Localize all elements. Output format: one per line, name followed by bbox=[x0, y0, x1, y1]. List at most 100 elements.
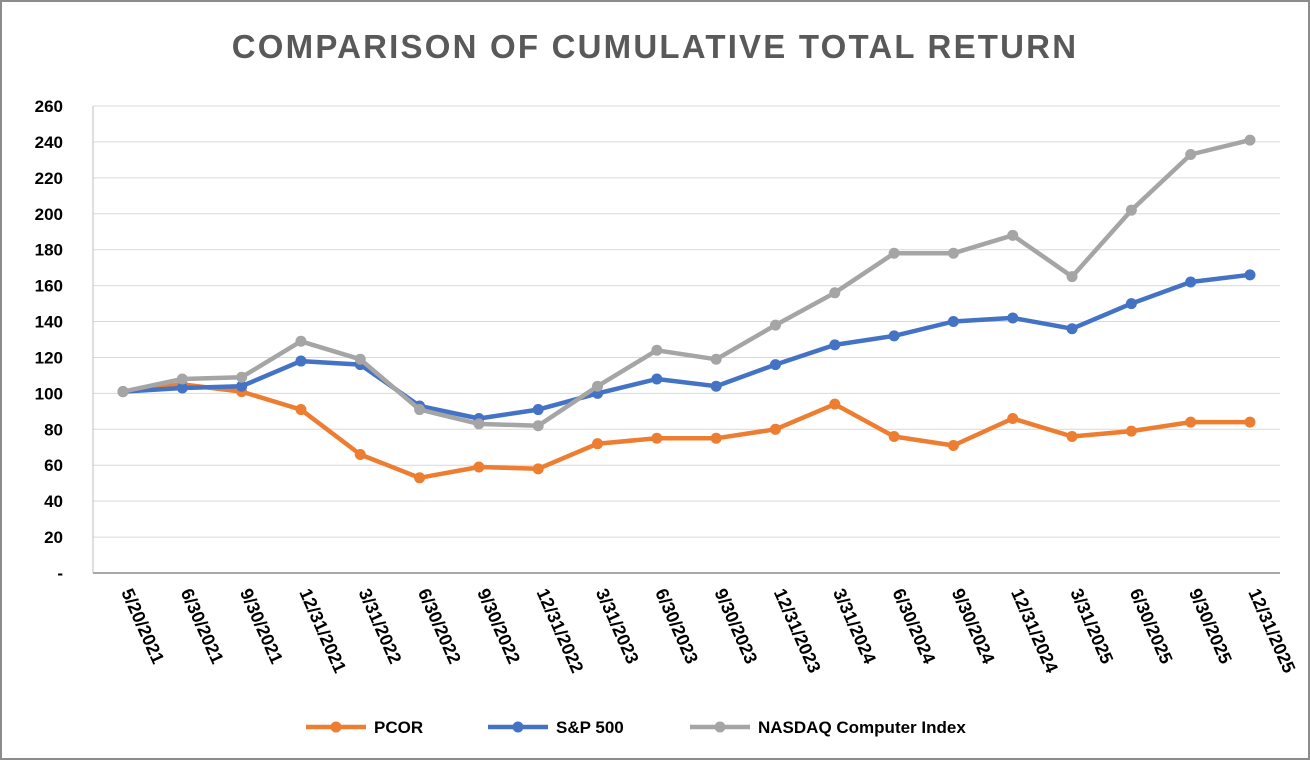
data-point bbox=[829, 287, 841, 299]
y-tick-label: 160 bbox=[35, 277, 63, 296]
data-point bbox=[236, 380, 248, 392]
x-tick-label: 5/20/2021 bbox=[117, 585, 168, 666]
data-point bbox=[1125, 298, 1137, 310]
data-point bbox=[473, 418, 485, 430]
y-tick-label: 60 bbox=[44, 456, 63, 475]
y-tick-label: 180 bbox=[35, 241, 63, 260]
y-tick-label: 240 bbox=[35, 133, 63, 152]
data-point bbox=[888, 330, 900, 342]
data-point bbox=[829, 339, 841, 351]
x-tick-label: 6/30/2024 bbox=[888, 585, 939, 666]
data-point bbox=[295, 404, 307, 416]
data-point bbox=[651, 432, 663, 444]
x-tick-label: 12/31/2023 bbox=[770, 585, 825, 675]
data-point bbox=[1244, 134, 1256, 146]
y-tick-label: 120 bbox=[35, 348, 63, 367]
data-point bbox=[947, 439, 959, 451]
data-point bbox=[532, 420, 544, 432]
data-point bbox=[354, 353, 366, 365]
y-tick-label: 220 bbox=[35, 169, 63, 188]
data-point bbox=[888, 247, 900, 259]
data-point bbox=[710, 380, 722, 392]
chart-title: COMPARISON OF CUMULATIVE TOTAL RETURN bbox=[232, 28, 1079, 65]
axes bbox=[92, 106, 1280, 574]
data-point bbox=[1007, 413, 1019, 425]
data-point bbox=[117, 386, 129, 398]
data-point bbox=[1185, 416, 1197, 428]
data-point bbox=[888, 430, 900, 442]
data-point bbox=[532, 404, 544, 416]
data-point bbox=[1066, 323, 1078, 335]
x-tick-label: 12/31/2025 bbox=[1244, 585, 1299, 675]
y-tick-label: 80 bbox=[44, 420, 63, 439]
series-2 bbox=[117, 134, 1256, 432]
data-point bbox=[1007, 229, 1019, 241]
data-point bbox=[176, 382, 188, 394]
data-point bbox=[295, 355, 307, 367]
x-tick-label: 6/30/2021 bbox=[177, 585, 228, 666]
y-tick-label: 260 bbox=[35, 97, 63, 116]
data-point bbox=[710, 432, 722, 444]
data-point bbox=[829, 398, 841, 410]
y-axis-ticks: - 20 40 60 80 100 120 140 160 180 200 220 240 260 bbox=[35, 97, 63, 583]
data-point bbox=[769, 423, 781, 435]
legend-item: NASDAQ Computer Index bbox=[690, 718, 966, 737]
data-point bbox=[176, 373, 188, 385]
legend-swatch-marker bbox=[330, 721, 342, 733]
x-tick-label: 12/31/2024 bbox=[1007, 585, 1062, 675]
x-tick-label: 6/30/2022 bbox=[414, 585, 465, 666]
series-0 bbox=[117, 378, 1256, 484]
y-tick-label: 40 bbox=[44, 492, 63, 511]
series-line bbox=[120, 272, 1253, 421]
x-tick-label: 3/31/2024 bbox=[829, 585, 880, 666]
x-tick-label: 12/31/2022 bbox=[533, 585, 588, 675]
x-tick-label: 9/30/2021 bbox=[236, 585, 287, 666]
legend-swatch-marker bbox=[714, 721, 726, 733]
data-point bbox=[1007, 312, 1019, 324]
data-point bbox=[947, 316, 959, 328]
data-point bbox=[1185, 148, 1197, 160]
y-tick-label: - bbox=[57, 564, 63, 583]
x-tick-label: 12/31/2021 bbox=[295, 585, 350, 675]
data-point bbox=[295, 335, 307, 347]
series-1 bbox=[117, 269, 1256, 425]
x-tick-label: 3/31/2025 bbox=[1066, 585, 1117, 666]
data-point bbox=[651, 344, 663, 356]
legend-label: NASDAQ Computer Index bbox=[758, 718, 966, 737]
y-tick-label: 200 bbox=[35, 205, 63, 224]
y-tick-label: 140 bbox=[35, 313, 63, 332]
data-point bbox=[769, 359, 781, 371]
x-tick-label: 3/31/2022 bbox=[355, 585, 406, 666]
gridlines bbox=[93, 105, 1280, 538]
x-tick-label: 9/30/2022 bbox=[473, 585, 524, 666]
x-tick-label: 9/30/2025 bbox=[1185, 585, 1236, 666]
data-point bbox=[947, 247, 959, 259]
x-tick-label: 6/30/2025 bbox=[1126, 585, 1177, 666]
data-point bbox=[532, 463, 544, 475]
data-point bbox=[1066, 430, 1078, 442]
data-point bbox=[769, 319, 781, 331]
x-tick-label: 6/30/2023 bbox=[651, 585, 702, 666]
y-tick-label: 100 bbox=[35, 384, 63, 403]
data-point bbox=[651, 373, 663, 385]
x-tick-label: 3/31/2023 bbox=[592, 585, 643, 666]
data-point bbox=[1244, 416, 1256, 428]
legend-item: S&P 500 bbox=[488, 718, 624, 737]
data-point bbox=[1066, 271, 1078, 283]
legend: PCOR S&P 500 NASDAQ Computer Index bbox=[306, 718, 966, 737]
data-point bbox=[1185, 276, 1197, 288]
legend-item: PCOR bbox=[306, 718, 423, 737]
series-line bbox=[120, 382, 1253, 481]
data-point bbox=[592, 380, 604, 392]
data-point bbox=[1125, 204, 1137, 216]
data-point bbox=[414, 472, 426, 484]
legend-label: S&P 500 bbox=[556, 718, 624, 737]
legend-swatch-marker bbox=[512, 721, 524, 733]
series bbox=[117, 134, 1256, 484]
data-point bbox=[473, 461, 485, 473]
data-point bbox=[354, 448, 366, 460]
data-point bbox=[1125, 425, 1137, 437]
data-point bbox=[414, 404, 426, 416]
data-point bbox=[710, 353, 722, 365]
